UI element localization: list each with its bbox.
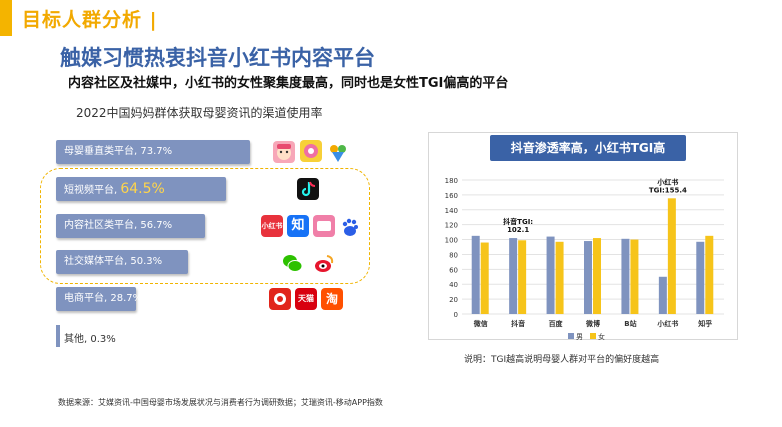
- bar-male: [509, 238, 518, 314]
- map-pin-app-icon: [327, 141, 349, 163]
- y-tick-label: 80: [449, 251, 458, 259]
- bar-short-video: 短视频平台, 64.5%: [56, 177, 226, 201]
- bar-female: [555, 241, 564, 314]
- douyin-icon: [297, 178, 319, 200]
- wechat-icon: [281, 252, 303, 274]
- bar-female: [593, 238, 601, 314]
- x-tick-label: 百度: [549, 319, 564, 328]
- highlight-box: [40, 168, 370, 284]
- y-tick-label: 160: [445, 192, 458, 200]
- y-tick-label: 40: [449, 281, 458, 289]
- bar-content-community: 内容社区类平台, 56.7%: [56, 214, 205, 238]
- legend-label: 女: [598, 332, 605, 341]
- bar-label: 社交媒体平台, 50.3%: [64, 256, 163, 267]
- bar-other: [56, 325, 60, 347]
- bar-social-media: 社交媒体平台, 50.3%: [56, 250, 188, 274]
- bar-other-label: 其他, 0.3%: [64, 334, 116, 345]
- legend-swatch: [590, 333, 596, 339]
- flower-app-icon: [300, 140, 322, 162]
- bar-female: [705, 235, 714, 314]
- tmall-icon: 天猫: [295, 288, 317, 310]
- annotation-label: 抖音TGI:: [503, 217, 533, 226]
- x-tick-label: 抖音: [511, 319, 525, 328]
- y-tick-label: 180: [445, 177, 458, 185]
- bar-female: [667, 198, 676, 314]
- page-title: 目标人群分析 |: [22, 9, 158, 31]
- annotation-value: TGI:155.4: [649, 186, 687, 194]
- left-chart-title: 2022中国妈妈群体获取母婴资讯的渠道使用率: [76, 106, 323, 120]
- annotation-value: 102.1: [507, 226, 529, 234]
- x-tick-label: B站: [624, 319, 636, 328]
- bar-female: [630, 239, 639, 314]
- bar-male: [546, 236, 555, 314]
- y-tick-label: 100: [445, 237, 458, 245]
- bar-maternal: 母婴垂直类平台, 73.7%: [56, 140, 250, 164]
- data-source-note: 数据来源：艾媒资讯-中国母婴市场发展状况与消费者行为调研数据；艾瑞资讯-移动AP…: [58, 398, 383, 407]
- bar-male: [658, 276, 667, 314]
- bar-male: [471, 235, 480, 314]
- bar-male: [696, 241, 705, 314]
- legend-label: 男: [576, 333, 583, 341]
- bar-male: [584, 241, 592, 314]
- y-tick-label: 20: [449, 296, 458, 304]
- tgi-explanation-note: 说明：TGI越高说明母婴人群对平台的偏好度越高: [464, 355, 660, 365]
- jd-icon: [269, 288, 291, 310]
- bar-male: [621, 238, 630, 314]
- xiaohongshu-icon: 小红书: [261, 215, 283, 237]
- bar-female: [518, 240, 527, 314]
- x-tick-label: 微博: [585, 319, 600, 328]
- chart-title-banner: 抖音渗透率高，小红书TGI高: [490, 135, 686, 161]
- bar-label: 短视频平台,: [64, 185, 121, 196]
- y-tick-label: 60: [449, 266, 458, 274]
- app-icon-pink: [313, 215, 335, 237]
- zhihu-icon: 知: [287, 215, 309, 237]
- bar-female: [480, 242, 489, 314]
- baby-app-icon: [273, 141, 295, 163]
- header-bar: 目标人群分析 |: [0, 0, 782, 36]
- baidu-icon: [339, 216, 361, 238]
- annotation-label: 小红书: [656, 177, 678, 186]
- y-tick-label: 0: [454, 311, 458, 319]
- x-tick-label: 微信: [473, 319, 488, 328]
- header-accent: [0, 0, 12, 36]
- bar-label: 内容社区类平台, 56.7%: [64, 220, 173, 231]
- legend-swatch: [568, 333, 574, 339]
- y-tick-label: 140: [445, 207, 458, 215]
- weibo-icon: [313, 252, 335, 274]
- x-tick-label: 知乎: [697, 319, 712, 328]
- bar-label: 电商平台, 28.7%: [64, 293, 143, 304]
- y-tick-label: 120: [445, 222, 458, 230]
- x-tick-label: 小红书: [656, 319, 678, 328]
- bar-ecommerce: 电商平台, 28.7%: [56, 287, 142, 311]
- taobao-icon: 淘: [321, 288, 343, 310]
- bar-label: 母婴垂直类平台, 73.7%: [64, 146, 173, 157]
- bar-highlight-pct: 64.5%: [120, 181, 165, 197]
- subheadline: 内容社区及社媒中，小红书的女性聚集度最高，同时也是女性TGI偏高的平台: [68, 76, 509, 91]
- headline: 触媒习惯热衷抖音小红书内容平台: [60, 46, 375, 70]
